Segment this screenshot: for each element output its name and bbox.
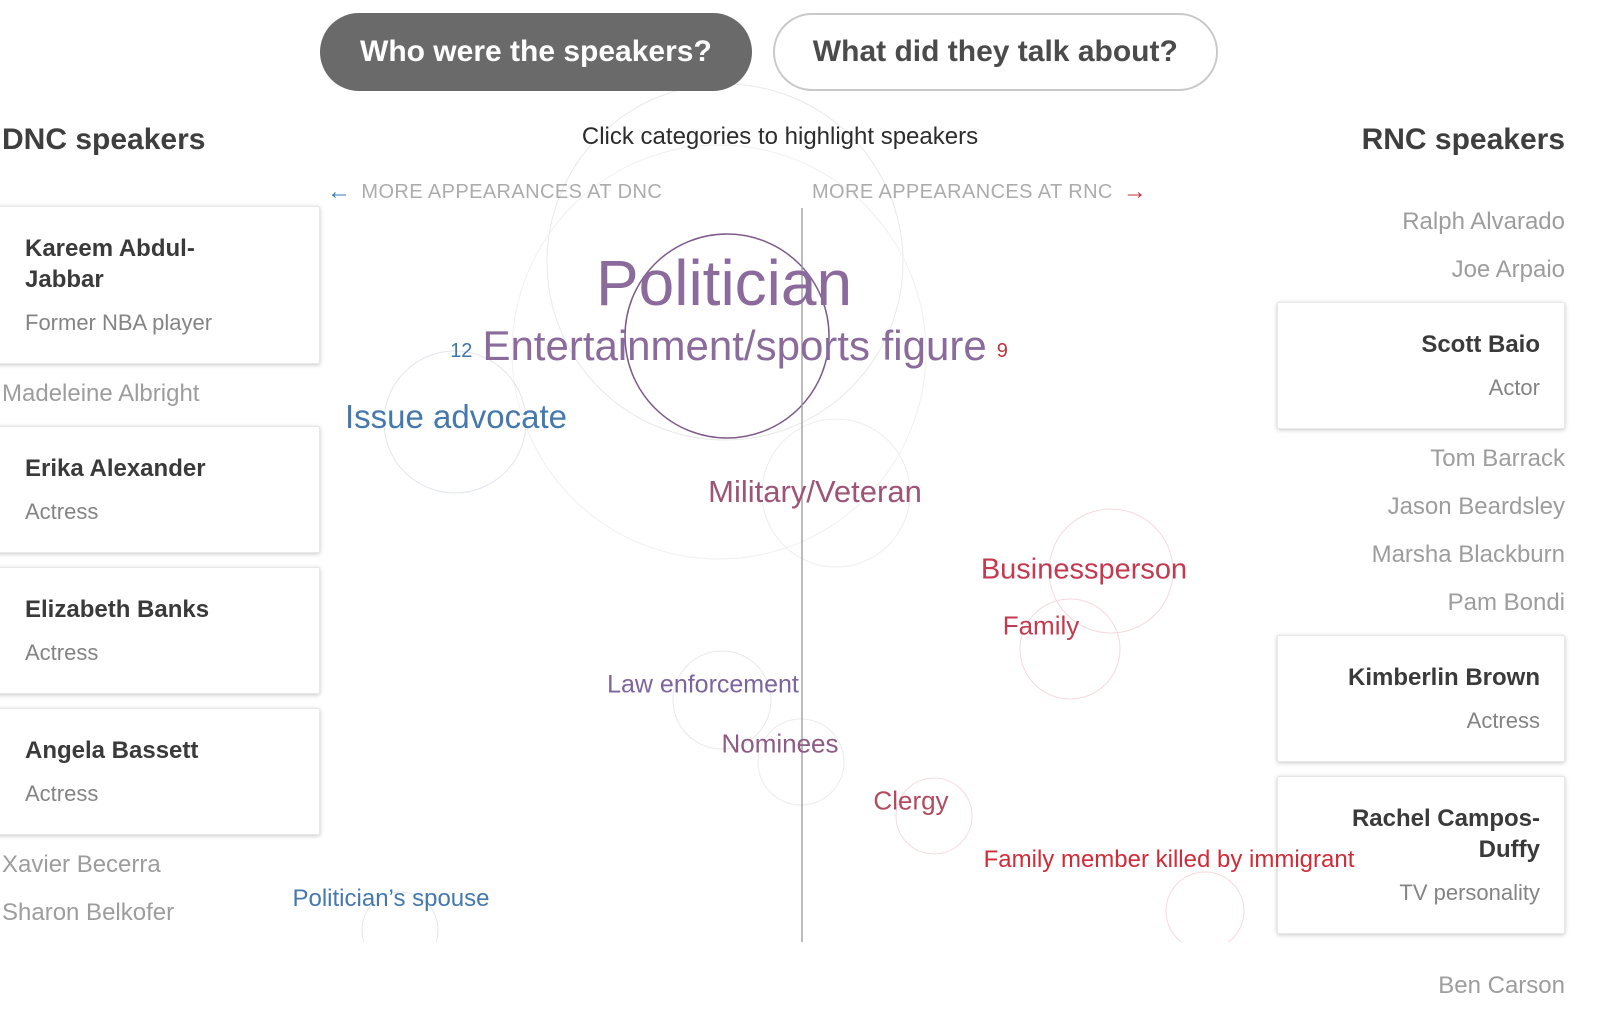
- speaker-name: Erika Alexander: [25, 455, 206, 482]
- speaker-item-ralph-alvarado: Ralph Alvarado: [1277, 206, 1565, 237]
- speaker-name: Sharon Belkofer: [2, 899, 175, 926]
- category-label-text: Nominees: [721, 728, 839, 759]
- speaker-role: TV personality: [1399, 880, 1540, 905]
- speaker-name: Ben Carson: [1438, 972, 1565, 999]
- speaker-name: Angela Bassett: [25, 737, 199, 764]
- category-label-nominees[interactable]: Nominees: [721, 729, 838, 760]
- axis-label-rnc: MORE APPEARANCES AT RNC →: [812, 177, 1147, 205]
- category-label-family-member-killed-by-immigrant[interactable]: Family member killed by immigrant: [984, 846, 1355, 874]
- category-label-text: Military/Veteran: [708, 474, 922, 509]
- category-bubble-law-enforcement: [672, 650, 772, 750]
- speaker-role: Actress: [25, 781, 99, 806]
- speaker-name: Xavier Becerra: [2, 851, 161, 878]
- speaker-role: Actress: [1466, 708, 1540, 733]
- speaker-card-erika-alexander: Erika Alexander Actress: [0, 426, 320, 553]
- category-label-politician[interactable]: Politician: [596, 246, 852, 320]
- category-label-military-veteran[interactable]: Military/Veteran: [708, 474, 922, 510]
- speaker-name: Jason Beardsley: [1387, 493, 1565, 520]
- category-label-text: Family member killed by immigrant: [983, 846, 1355, 873]
- speaker-role: Actress: [25, 499, 99, 524]
- rnc-speakers-panel: RNC speakers Ralph Alvarado Joe Arpaio Sco…: [1277, 120, 1565, 1018]
- rnc-speaker-list: Ralph Alvarado Joe Arpaio Scott Baio Actor T…: [1277, 206, 1565, 1001]
- speaker-card-kimberlin-brown: Kimberlin Brown Actress: [1277, 635, 1565, 762]
- speaker-role: Actor: [1488, 375, 1540, 400]
- speaker-card-scott-baio: Scott Baio Actor: [1277, 302, 1565, 429]
- category-label-text: Law enforcement: [607, 670, 799, 699]
- rnc-appearance-count: 9: [996, 339, 1008, 362]
- chart-instruction: Click categories to highlight speakers: [581, 123, 979, 150]
- category-bubble-politician: [624, 233, 830, 439]
- speaker-item-marsha-blackburn: Marsha Blackburn: [1277, 539, 1565, 570]
- tab-what-did-they-talk-about[interactable]: What did they talk about?: [772, 13, 1218, 91]
- speaker-role: Actress: [25, 640, 99, 665]
- speaker-name: Madeleine Albright: [2, 380, 200, 407]
- category-bubble: [511, 144, 927, 560]
- category-label-text: Issue advocate: [345, 398, 567, 435]
- dnc-speakers-panel: DNC speakers Kareem Abdul-Jabbar Former N…: [0, 120, 320, 945]
- right-arrow-icon: →: [1122, 178, 1148, 205]
- left-arrow-icon: ←: [327, 178, 352, 205]
- category-bubble-businessperson: [1048, 508, 1174, 634]
- speaker-name: Marsha Blackburn: [1371, 541, 1565, 568]
- speaker-name: Kimberlin Brown: [1347, 664, 1540, 691]
- speaker-card-elizabeth-banks: Elizabeth Banks Actress: [0, 567, 320, 694]
- speaker-name: Rachel Campos-Duffy: [1351, 805, 1540, 863]
- view-toggle: Who were the speakers? What did they tal…: [320, 13, 1218, 91]
- category-bubble-family: [1019, 598, 1121, 700]
- category-label-text: Politician’s spouse: [292, 885, 490, 912]
- category-label-text: Family: [1002, 610, 1080, 641]
- speaker-card-rachel-campos-duffy: Rachel Campos-Duffy TV personality: [1277, 776, 1565, 934]
- speaker-item-joe-arpaio: Joe Arpaio: [1277, 254, 1565, 285]
- category-label-businessperson[interactable]: Businessperson: [981, 554, 1187, 587]
- speaker-role: Former NBA player: [25, 310, 213, 335]
- speaker-item-xavier-becerra: Xavier Becerra: [2, 849, 320, 880]
- speaker-item-jason-beardsley: Jason Beardsley: [1277, 491, 1565, 522]
- speaker-name: Kareem Abdul-Jabbar: [25, 235, 195, 293]
- category-label-text: Entertainment/sports figure: [482, 322, 987, 369]
- speaker-item-tom-barrack: Tom Barrack: [1277, 443, 1565, 474]
- dnc-speaker-list: Kareem Abdul-Jabbar Former NBA player Made…: [0, 206, 320, 928]
- category-label-text: Politician: [595, 247, 853, 319]
- axis-label-rnc-text: MORE APPEARANCES AT RNC: [812, 181, 1113, 203]
- speaker-name: Ralph Alvarado: [1402, 208, 1565, 235]
- dnc-appearance-count: 12: [450, 339, 473, 362]
- category-bubble-clergy: [895, 777, 973, 855]
- axis-label-dnc: ← MORE APPEARANCES AT DNC: [327, 177, 662, 205]
- speaker-name: Elizabeth Banks: [25, 596, 210, 623]
- speaker-item-ben-carson: Ben Carson: [1277, 970, 1565, 1001]
- dnc-panel-title: DNC speakers: [2, 123, 206, 156]
- speaker-item-madeleine-albright: Madeleine Albright: [2, 378, 320, 409]
- category-label-text: Businessperson: [980, 553, 1188, 586]
- category-bubble-issue-advocate: [383, 350, 527, 494]
- speaker-card-kareem-abdul-jabbar: Kareem Abdul-Jabbar Former NBA player: [0, 206, 320, 364]
- category-label-clergy[interactable]: Clergy: [873, 786, 948, 817]
- category-label-issue-advocate[interactable]: Issue advocate: [345, 398, 567, 436]
- category-label-politician-s-spouse[interactable]: Politician’s spouse: [292, 885, 489, 913]
- category-bubble-military-veteran: [761, 418, 911, 568]
- speaker-name: Tom Barrack: [1430, 445, 1565, 472]
- category-label-layer: Politician 12 Entertainment/sports figure 9…: [292, 246, 1355, 913]
- axis-label-dnc-text: MORE APPEARANCES AT DNC: [361, 181, 663, 203]
- category-label-text: Clergy: [873, 785, 949, 816]
- category-bubble-family-member-killed-by-immigrant: [1165, 871, 1245, 942]
- speaker-name: Scott Baio: [1421, 331, 1540, 358]
- speaker-item-pam-bondi: Pam Bondi: [1277, 587, 1565, 618]
- speaker-name: Pam Bondi: [1447, 589, 1565, 616]
- category-label-entertainment-sports-figure[interactable]: 12 Entertainment/sports figure 9: [440, 322, 1018, 370]
- speaker-card-angela-bassett: Angela Bassett Actress: [0, 708, 320, 835]
- speaker-name: Joe Arpaio: [1451, 256, 1565, 283]
- category-bubble-nominees: [757, 718, 845, 806]
- tab-who-were-the-speakers[interactable]: Who were the speakers?: [320, 13, 752, 91]
- category-label-law-enforcement[interactable]: Law enforcement: [607, 671, 799, 700]
- category-label-family[interactable]: Family: [1003, 611, 1080, 642]
- category-bubble-politician-s-spouse: [361, 891, 439, 942]
- rnc-panel-title: RNC speakers: [1361, 123, 1565, 156]
- speaker-item-sharon-belkofer: Sharon Belkofer: [2, 897, 320, 928]
